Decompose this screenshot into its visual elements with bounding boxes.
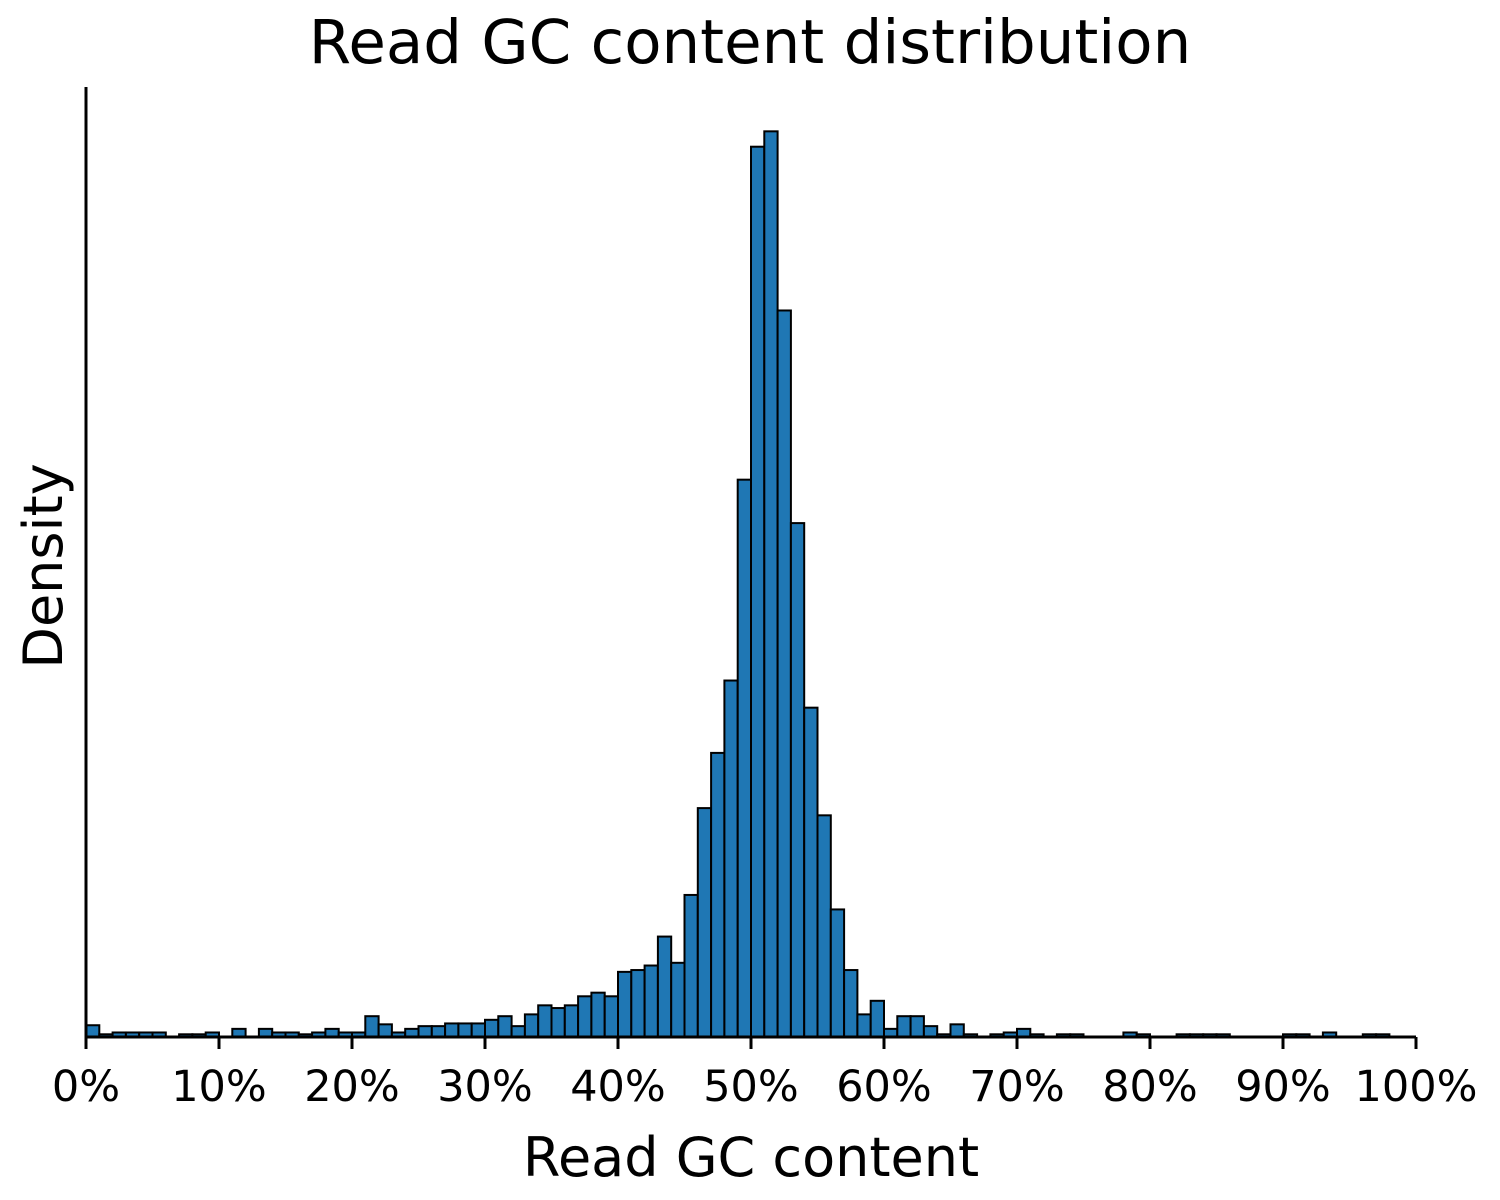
x-tick-label: 20% [304,1062,400,1112]
histogram-bar [803,706,819,1038]
histogram-bar [869,999,886,1038]
x-tick-label: 60% [836,1062,932,1112]
histogram-bar [683,893,699,1039]
y-axis-label: Density [12,463,75,668]
histogram-bar [590,991,606,1038]
histogram-bar [843,969,859,1038]
histogram-bar [417,1025,433,1039]
chart-title: Read GC content distribution [309,7,1191,78]
x-tick-label: 50% [703,1062,799,1112]
histogram-bar [922,1025,939,1039]
x-tick-label: 90% [1235,1062,1331,1112]
histogram-bar [710,751,726,1039]
histogram-bar [497,1015,513,1039]
x-tick-label: 30% [437,1062,533,1112]
histogram-bar [723,679,739,1039]
histogram-bar [550,1007,566,1038]
histogram-bar [563,1004,580,1039]
histogram-bar [656,935,673,1039]
x-tick-label: 10% [171,1062,267,1112]
histogram-bar [776,309,792,1039]
x-tick-label: 100% [1355,1062,1478,1112]
histogram-bar [643,964,659,1039]
histogram-bar [577,995,593,1038]
histogram-bar [85,1024,101,1038]
x-axis-label: Read GC content [523,1126,979,1189]
histogram-bar [856,1013,872,1039]
histogram-bar [896,1015,912,1039]
histogram-bar [510,1025,526,1039]
histogram-bar [763,130,779,1038]
histogram-bar [537,1004,553,1039]
x-tick-label: 80% [1102,1062,1198,1112]
histogram-bar [949,1023,965,1038]
histogram-bar [377,1023,393,1038]
histogram-bar [789,522,806,1038]
histogram-bar [909,1015,925,1039]
histogram-bar [603,995,620,1038]
x-tick-label: 0% [52,1062,120,1112]
histogram-bar [470,1022,487,1038]
histogram-bar [484,1018,500,1038]
histogram-bar [670,961,686,1038]
histogram-bar [523,1013,540,1039]
histogram-bar [736,478,753,1039]
histogram-bar [430,1025,447,1039]
histogram-bar [457,1022,473,1038]
histogram-bar [696,807,713,1038]
histogram-bar [750,145,766,1038]
histogram-bar [816,814,832,1039]
x-tick-label: 70% [969,1062,1065,1112]
x-tick-label: 40% [570,1062,666,1112]
histogram-bar [617,970,633,1038]
x-axis-ticks: 0% 10% 20% 30% 40% 50% 60% 70% 80% 90% 100% [52,1037,1478,1112]
histogram-bar [444,1022,460,1038]
histogram-bar [630,969,646,1038]
histogram-bar [829,908,846,1038]
histogram-bar [364,1015,380,1039]
